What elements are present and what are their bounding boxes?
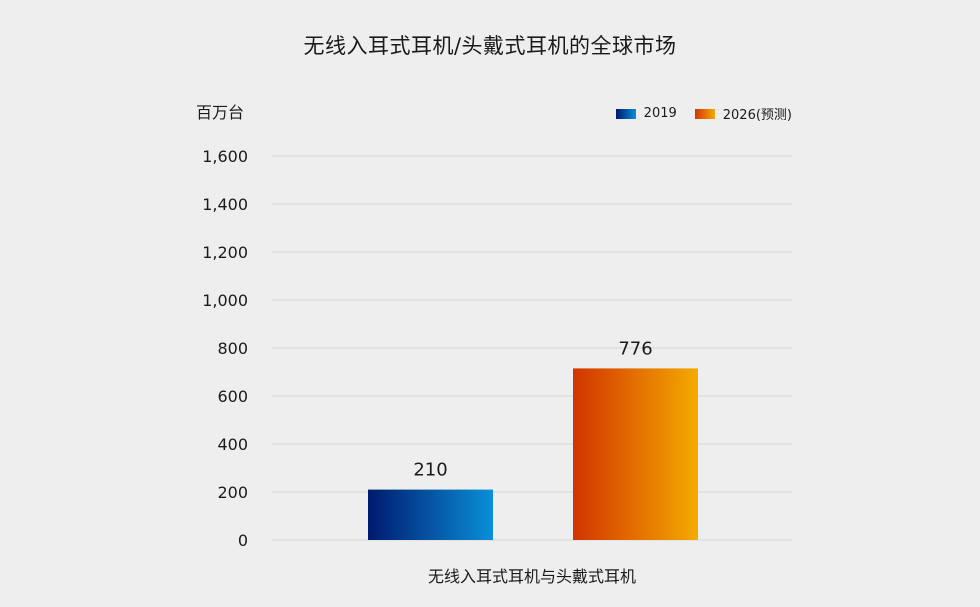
legend-swatch-2026 (694, 108, 715, 119)
legend-item-2019: 2019 (615, 106, 677, 121)
bar-2026(预测) (573, 368, 698, 540)
y-tick-label: 600 (217, 387, 248, 406)
legend-item-2026: 2026(预测) (694, 104, 792, 123)
y-tick-label: 400 (217, 435, 248, 454)
y-axis-unit-label: 百万台 (196, 103, 245, 122)
legend-label-2019: 2019 (643, 106, 677, 121)
y-tick-label: 0 (238, 531, 248, 550)
legend: 2019 2026(预测) (598, 104, 792, 123)
legend-label-2026: 2026(预测) (722, 108, 792, 123)
y-tick-label: 1,200 (202, 243, 248, 262)
y-tick-label: 1,000 (202, 291, 248, 310)
y-tick-label: 200 (217, 483, 248, 502)
legend-swatch-2019 (615, 108, 636, 119)
y-tick-label: 1,400 (202, 195, 248, 214)
chart-title: 无线入耳式耳机/头戴式耳机的全球市场 (303, 34, 677, 58)
y-tick-label: 1,600 (202, 147, 248, 166)
x-category-label: 无线入耳式耳机与头戴式耳机 (427, 567, 636, 586)
y-tick-label: 800 (217, 339, 248, 358)
bar-value-label: 776 (618, 338, 652, 359)
bar-2019 (368, 489, 493, 540)
bar-value-label: 210 (413, 460, 447, 481)
